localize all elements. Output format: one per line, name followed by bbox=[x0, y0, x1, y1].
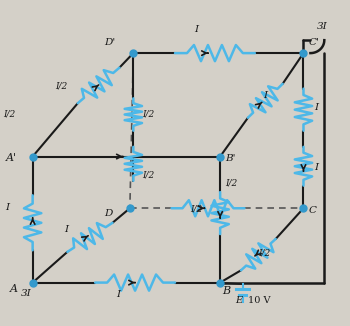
Text: D: D bbox=[104, 209, 112, 218]
Text: I: I bbox=[314, 163, 318, 172]
Text: I/2: I/2 bbox=[258, 248, 271, 257]
Text: B': B' bbox=[225, 155, 236, 163]
Text: I/2: I/2 bbox=[3, 109, 15, 118]
Text: 3I: 3I bbox=[317, 22, 327, 31]
Text: I/2: I/2 bbox=[191, 204, 203, 214]
Text: B: B bbox=[222, 286, 230, 296]
Text: 10 V: 10 V bbox=[248, 296, 271, 304]
Text: I: I bbox=[314, 103, 318, 112]
Text: I/2: I/2 bbox=[142, 109, 154, 118]
Text: I/2: I/2 bbox=[55, 82, 68, 91]
Text: C': C' bbox=[309, 38, 320, 47]
Text: I: I bbox=[64, 226, 68, 234]
Text: I/2: I/2 bbox=[142, 170, 154, 180]
Text: I: I bbox=[6, 203, 10, 212]
Text: I/2: I/2 bbox=[225, 179, 238, 188]
Text: A: A bbox=[10, 284, 18, 294]
Text: D': D' bbox=[104, 38, 115, 47]
Text: I: I bbox=[194, 25, 198, 34]
Text: 3I: 3I bbox=[21, 289, 31, 298]
Text: C: C bbox=[309, 206, 317, 215]
Text: I: I bbox=[116, 290, 120, 299]
Text: A': A' bbox=[6, 154, 16, 163]
Text: I: I bbox=[264, 91, 268, 100]
Text: E: E bbox=[235, 296, 242, 304]
